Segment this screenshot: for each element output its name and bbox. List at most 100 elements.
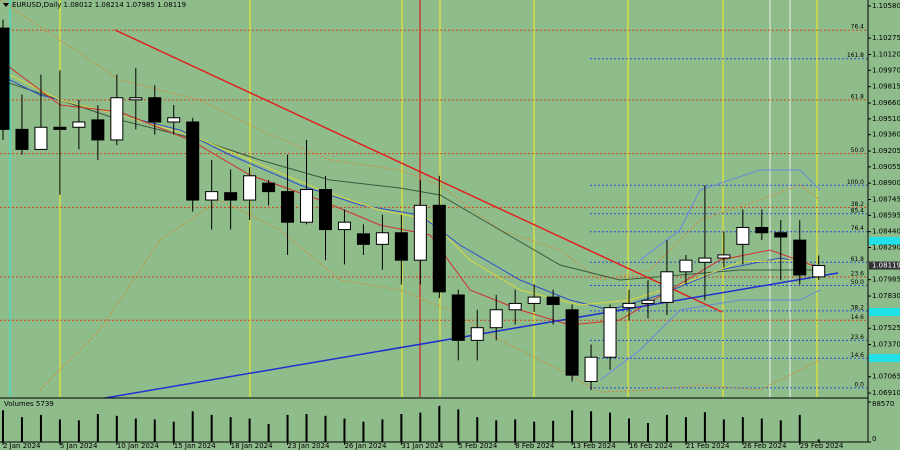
y-tick-label: 1.09815 (872, 83, 900, 91)
volume-panel: 88570 0 (2, 400, 894, 443)
candle-body (413, 204, 427, 261)
y-tick-label: 1.07985 (872, 276, 900, 284)
volume-bar (552, 420, 555, 442)
fib-label: 50.0 (851, 147, 865, 154)
volume-name: Volumes (4, 400, 34, 408)
candle-body (679, 259, 693, 273)
fib-label: 61.8 (851, 256, 865, 263)
level-marker (869, 308, 900, 316)
candle-body (584, 356, 598, 382)
fib-label: 0.0 (854, 381, 864, 388)
y-tick-label: 1.07370 (872, 341, 900, 349)
volume-bar (779, 420, 782, 442)
lower-band (39, 199, 821, 393)
volume-bar (39, 414, 42, 442)
candle-body (755, 226, 769, 234)
x-tick-label: 5 Jan 2024 (60, 442, 98, 450)
volume-bar (533, 421, 536, 442)
candle-body (736, 226, 750, 245)
fib-label: 50.0 (851, 279, 865, 286)
volume-bar (191, 411, 194, 442)
candle-body (508, 302, 522, 311)
band-line (599, 289, 821, 381)
volume-bar (381, 419, 384, 442)
y-tick-label: 1.08290 (872, 244, 900, 252)
candle-body (812, 265, 826, 278)
y-tick-label: 1.08900 (872, 179, 900, 187)
volume-bar (343, 418, 346, 442)
x-tick-label: 13 Feb 2024 (572, 442, 616, 450)
candle-body (774, 232, 788, 238)
candle-body (793, 239, 807, 276)
volume-bar (684, 417, 687, 442)
volume-bar (514, 419, 517, 442)
volume-bar (571, 410, 574, 442)
candle-body (72, 121, 86, 128)
candle-body (110, 97, 124, 141)
x-tick-label: 21 Feb 2024 (686, 442, 730, 450)
volume-bar (20, 417, 23, 442)
volume-bar (798, 414, 801, 442)
candle-body (186, 121, 200, 201)
x-tick-label: 31 Jan 2024 (401, 442, 444, 450)
level-marker (869, 237, 900, 245)
fib-label: 23.6 (851, 271, 865, 278)
volume-bar (58, 419, 61, 442)
candle-body (546, 296, 560, 305)
candle-body (451, 294, 465, 341)
candle-body (53, 126, 67, 130)
candle-body (129, 97, 143, 101)
volume-bar (267, 423, 270, 442)
volume-bar (305, 413, 308, 442)
candle-body (300, 189, 314, 223)
current-price-box (869, 261, 900, 270)
candle-body (205, 191, 219, 201)
volume-title: Volumes 5739 (4, 400, 54, 408)
candle-body (15, 128, 29, 150)
y-tick-label: 1.10275 (872, 34, 900, 42)
volume-bar (741, 417, 744, 442)
fib-label: 14.6 (851, 352, 865, 359)
volume-bar (609, 412, 612, 442)
volume-bar (172, 421, 175, 442)
y-tick-label: 1.09510 (872, 115, 900, 123)
ohlc-high: 1.08214 (95, 1, 124, 9)
volume-bar (817, 439, 820, 442)
candle-body (356, 233, 370, 245)
y-tick-label: 1.09360 (872, 131, 900, 139)
y-tick-label: 1.06910 (872, 389, 900, 397)
x-tick-label: 18 Jan 2024 (231, 442, 274, 450)
volume-bar (248, 418, 251, 442)
candle-body (660, 271, 674, 303)
volume-bar (760, 418, 763, 442)
volume-bar (400, 413, 403, 442)
y-tick-label: 1.07525 (872, 324, 900, 332)
fib-label: 76.4 (851, 24, 865, 31)
candle-body (318, 189, 332, 231)
volume-bar (495, 420, 498, 442)
ohlc-open: 1.08012 (64, 1, 93, 9)
y-tick-label: 1.09055 (872, 163, 900, 171)
candle-body (224, 192, 238, 201)
y-tick-label: 1.10580 (872, 2, 900, 10)
ohlc-low: 1.07985 (126, 1, 155, 9)
symbol: EURUSD,Daily (12, 1, 61, 9)
candle-body (167, 117, 181, 123)
volume-bar (628, 418, 631, 442)
x-tick-label: 2 Jan 2024 (3, 442, 41, 450)
y-tick-label: 1.09205 (872, 147, 900, 155)
current-price: 1.08119 (872, 262, 900, 270)
candle-body (148, 97, 162, 123)
x-tick-label: 5 Feb 2024 (458, 442, 498, 450)
candle-body (0, 27, 10, 130)
candle-body (698, 257, 712, 263)
x-tick-label: 26 Jan 2024 (344, 442, 387, 450)
candle-body (527, 296, 541, 304)
fib-label: 61.8 (851, 93, 865, 100)
volume-last: 5739 (36, 400, 54, 408)
title-icon (3, 3, 9, 7)
upper-band (0, 0, 821, 281)
